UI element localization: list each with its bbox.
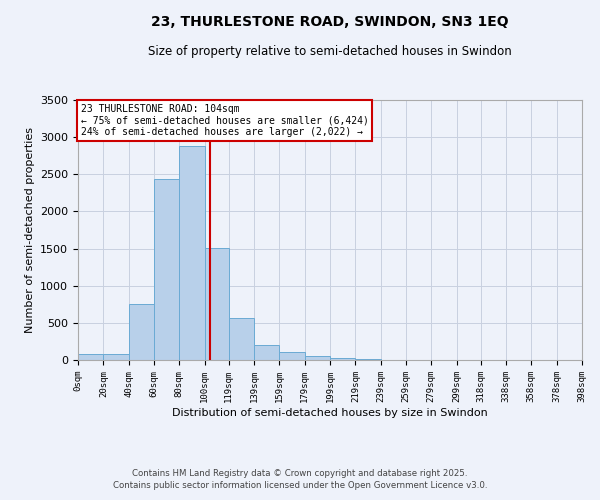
Text: Contains public sector information licensed under the Open Government Licence v3: Contains public sector information licen… <box>113 481 487 490</box>
Text: Size of property relative to semi-detached houses in Swindon: Size of property relative to semi-detach… <box>148 45 512 58</box>
Y-axis label: Number of semi-detached properties: Number of semi-detached properties <box>25 127 35 333</box>
Bar <box>205 248 229 360</box>
Text: 23, THURLESTONE ROAD, SWINDON, SN3 1EQ: 23, THURLESTONE ROAD, SWINDON, SN3 1EQ <box>151 15 509 29</box>
Bar <box>179 146 205 360</box>
Bar <box>254 345 280 360</box>
X-axis label: Distribution of semi-detached houses by size in Swindon: Distribution of semi-detached houses by … <box>172 408 488 418</box>
Bar <box>229 318 254 360</box>
Text: 23 THURLESTONE ROAD: 104sqm
← 75% of semi-detached houses are smaller (6,424)
24: 23 THURLESTONE ROAD: 104sqm ← 75% of sem… <box>80 104 368 137</box>
Bar <box>128 304 154 360</box>
Bar <box>154 180 179 360</box>
Bar <box>330 358 355 360</box>
Bar <box>305 356 330 360</box>
Bar <box>280 352 305 360</box>
Bar <box>103 354 128 360</box>
Text: Contains HM Land Registry data © Crown copyright and database right 2025.: Contains HM Land Registry data © Crown c… <box>132 468 468 477</box>
Bar <box>78 354 103 360</box>
